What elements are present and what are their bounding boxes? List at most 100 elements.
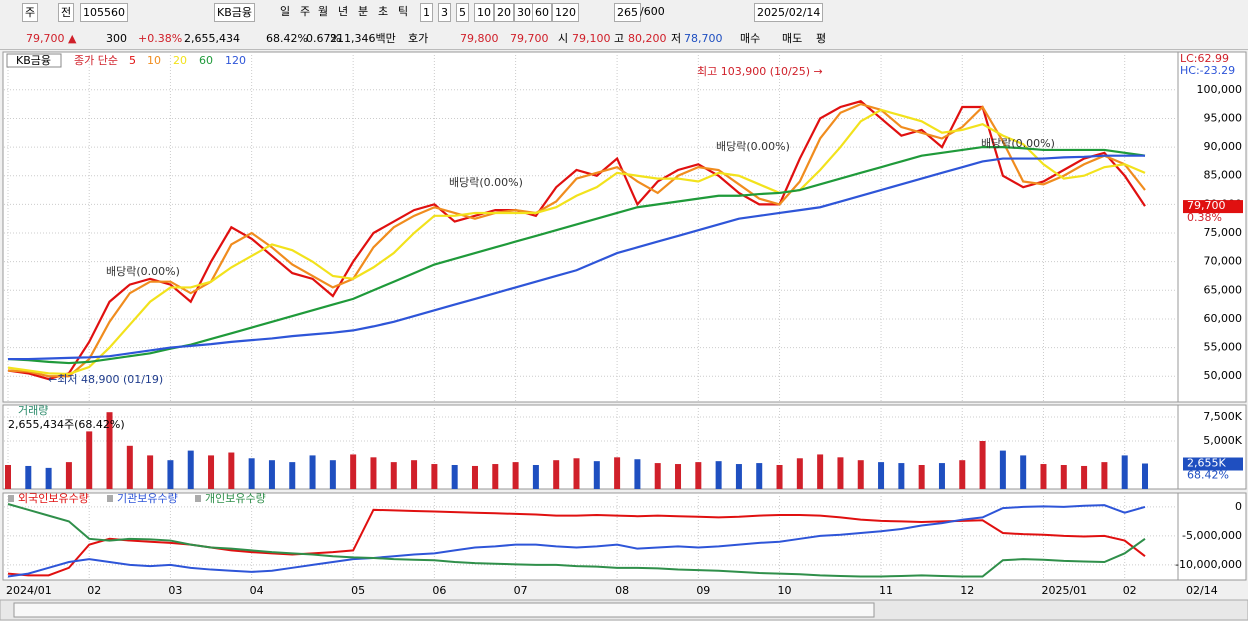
toolbar-item[interactable]: 평 (816, 32, 827, 45)
toolbar-item[interactable]: 120 (552, 3, 579, 22)
annotation: 배당락(0.00%) (449, 176, 523, 189)
toolbar-item[interactable]: 79,800 (460, 32, 499, 45)
toolbar-item[interactable]: 초 (378, 5, 389, 18)
volume-bar (329, 460, 336, 489)
y-tick-label: 55,000 (1204, 341, 1243, 354)
toolbar-item[interactable]: 월 (318, 5, 329, 18)
toolbar-item[interactable]: 211,346백만 (330, 32, 396, 45)
volume-bar (959, 460, 966, 489)
legend-item: 60 (199, 54, 213, 67)
volume-bar (796, 458, 803, 489)
toolbar-item[interactable]: 265 (614, 3, 641, 22)
toolbar-item[interactable]: 주 (300, 5, 311, 18)
x-tick-label: 2024/01 (6, 584, 52, 597)
volume-pct-label: 68.42% (1187, 469, 1229, 482)
toolbar-item[interactable]: 68.42% (266, 32, 308, 45)
indicator-label: HC:-23.29 (1180, 64, 1235, 77)
volume-title: 거래량 (18, 404, 48, 417)
volume-bar (390, 462, 397, 489)
legend-item: 10 (147, 54, 161, 67)
annotation: 배당락(0.00%) (716, 140, 790, 153)
y-tick-label: 100,000 (1197, 83, 1243, 96)
x-tick-label: 12 (960, 584, 974, 597)
volume-bar (695, 462, 702, 489)
volume-bar (106, 412, 113, 489)
volume-bar (999, 450, 1006, 489)
toolbar: 주 전 105560 KB금융 일 주 월 년 분 초 틱 1 3 5 10 20 30 60 120 265/600… (0, 0, 1248, 28)
toolbar-item[interactable]: 105560 (80, 3, 128, 22)
toolbar-item[interactable]: 일 (280, 5, 291, 18)
x-tick-label: 08 (615, 584, 629, 597)
toolbar-item[interactable]: +0.38% (138, 32, 183, 45)
toolbar-item[interactable]: 20 (494, 3, 514, 22)
legend-item: 20 (173, 54, 187, 67)
x-tick-label: 02 (1123, 584, 1137, 597)
toolbar-item[interactable]: 저 (671, 32, 682, 45)
toolbar-item[interactable]: 2,655,434 (184, 32, 240, 45)
toolbar-item[interactable]: 80,200 (628, 32, 667, 45)
volume-bar (289, 462, 296, 489)
toolbar-item[interactable]: 매도 (782, 32, 803, 45)
volume-bar (938, 463, 945, 489)
toolbar-item[interactable]: 2025/02/14 (754, 3, 824, 22)
series-line (7, 504, 1146, 578)
annotation: 최고 103,900 (10/25) → (697, 65, 823, 78)
toolbar-item[interactable]: 년 (338, 5, 349, 18)
axis-panel (1177, 492, 1247, 581)
legend-swatch (195, 495, 201, 502)
volume-bar (248, 458, 255, 489)
toolbar-item[interactable]: 시 (558, 32, 569, 45)
x-end-label: 02/14 (1186, 584, 1218, 597)
volume-bar (715, 461, 722, 489)
volume-bar (654, 463, 661, 489)
x-tick-label: 10 (778, 584, 792, 597)
volume-bar (126, 445, 133, 489)
volume-bar (532, 465, 539, 489)
toolbar-item[interactable]: 매수 (740, 32, 761, 45)
volume-bar (614, 457, 621, 489)
quote-bar: 79,700 ▲ 300 +0.38% 2,655,434 68.42% 0.67% 211… (0, 27, 1248, 50)
volume-bar (45, 467, 52, 489)
toolbar-item[interactable]: 79,700 (510, 32, 549, 45)
toolbar-item[interactable]: 10 (474, 3, 494, 22)
volume-bar (309, 455, 316, 489)
toolbar-item[interactable]: 주 (22, 3, 39, 22)
volume-bar (1040, 464, 1047, 489)
toolbar-item[interactable]: 전 (58, 3, 75, 22)
toolbar-item[interactable]: 300 (106, 32, 127, 45)
annotation: 배당락(0.00%) (981, 137, 1055, 150)
volume-bar (979, 441, 986, 489)
toolbar-item[interactable]: 틱 (398, 5, 409, 18)
toolbar-item[interactable]: 60 (532, 3, 552, 22)
y-tick-label: 95,000 (1204, 111, 1243, 124)
toolbar-item[interactable]: 30 (514, 3, 534, 22)
y-tick-label: 0 (1235, 500, 1242, 513)
legend-item: 120 (225, 54, 246, 67)
toolbar-item[interactable]: /600 (640, 5, 665, 18)
volume-bar (1101, 462, 1108, 489)
x-tick-label: 11 (879, 584, 893, 597)
annotation: 배당락(0.00%) (106, 265, 180, 278)
toolbar-item[interactable]: 3 (438, 3, 451, 22)
toolbar-item[interactable]: 78,700 (684, 32, 723, 45)
y-tick-label: 85,000 (1204, 169, 1243, 182)
toolbar-item[interactable]: 고 (614, 32, 625, 45)
toolbar-item[interactable]: 79,100 (572, 32, 611, 45)
toolbar-item[interactable]: 1 (420, 3, 433, 22)
y-tick-label: 50,000 (1204, 369, 1243, 382)
toolbar-item[interactable]: 5 (456, 3, 469, 22)
toolbar-item[interactable]: 0.67% (306, 32, 341, 45)
y-tick-label: -5,000,000 (1182, 529, 1242, 542)
volume-last-box (1183, 457, 1243, 471)
indicator-label: LC:62.99 (1180, 52, 1229, 65)
change-label: 0.38% (1187, 211, 1222, 224)
volume-bar (817, 454, 824, 489)
volume-bar (65, 462, 72, 489)
toolbar-item[interactable]: KB금융 (214, 3, 255, 22)
x-tick-label: 06 (432, 584, 446, 597)
toolbar-item[interactable]: 79,700 ▲ (26, 32, 77, 45)
toolbar-item[interactable]: 호가 (408, 32, 429, 45)
volume-bar (228, 452, 235, 489)
toolbar-item[interactable]: 분 (358, 5, 369, 18)
last-price-label: 79,700 (1187, 199, 1226, 212)
